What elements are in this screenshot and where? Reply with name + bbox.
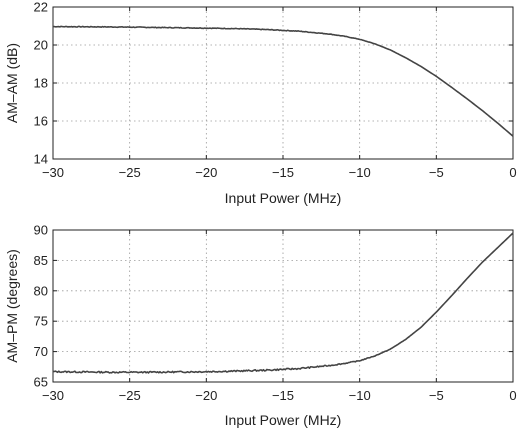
am-am-y-tick-label: 22	[34, 0, 48, 15]
am-am-y-tick-label: 20	[34, 38, 48, 53]
am-pm-grid	[53, 230, 513, 382]
am-pm-x-tick-label: −5	[429, 388, 444, 403]
am-am-y-tick-label: 16	[34, 114, 48, 129]
am-am-x-tick-label: −20	[195, 165, 217, 180]
am-pm-x-tick-label: −10	[349, 388, 371, 403]
am-pm-x-tick-label: 0	[509, 388, 516, 403]
am-am-y-axis-label: AM–AM (dB)	[4, 43, 20, 123]
am-am-x-tick-label: −5	[429, 165, 444, 180]
am-am-x-tick-label: 0	[509, 165, 516, 180]
am-am-x-tick-label: −15	[272, 165, 294, 180]
am-pm-curve	[52, 232, 514, 374]
am-pm-ticks: −30 −25 −20 −15 −10 −5 0 65 70 75 80 85 90	[34, 223, 517, 404]
am-am-grid	[53, 7, 513, 159]
am-am-panel: −30 −25 −20 −15 −10 −5 0 14 16 18 20 22 Input Power…	[4, 0, 517, 206]
am-pm-x-tick-label: −30	[42, 388, 64, 403]
am-am-x-axis-label: Input Power (MHz)	[225, 190, 342, 206]
am-pm-x-tick-label: −25	[119, 388, 141, 403]
am-am-curve	[52, 25, 514, 137]
am-pm-y-tick-label: 80	[34, 283, 48, 298]
am-am-x-tick-label: −10	[349, 165, 371, 180]
am-am-y-tick-label: 18	[34, 76, 48, 91]
am-pm-y-tick-label: 70	[34, 344, 48, 359]
am-am-ticks: −30 −25 −20 −15 −10 −5 0 14 16 18 20 22	[34, 0, 517, 180]
am-pm-y-tick-label: 90	[34, 223, 48, 238]
am-pm-y-tick-label: 75	[34, 314, 48, 329]
am-pm-y-tick-label: 65	[34, 375, 48, 390]
am-pm-x-tick-label: −15	[272, 388, 294, 403]
am-pm-panel: −30 −25 −20 −15 −10 −5 0 65 70 75 80 85 90 Input Pow…	[4, 223, 517, 429]
am-pm-x-tick-label: −20	[195, 388, 217, 403]
am-am-x-tick-label: −30	[42, 165, 64, 180]
am-pm-y-tick-label: 85	[34, 253, 48, 268]
am-am-y-tick-label: 14	[34, 152, 48, 167]
am-pm-y-axis-label: AM–PM (degrees)	[4, 249, 20, 363]
am-pm-x-axis-label: Input Power (MHz)	[225, 412, 342, 428]
am-am-x-tick-label: −25	[119, 165, 141, 180]
